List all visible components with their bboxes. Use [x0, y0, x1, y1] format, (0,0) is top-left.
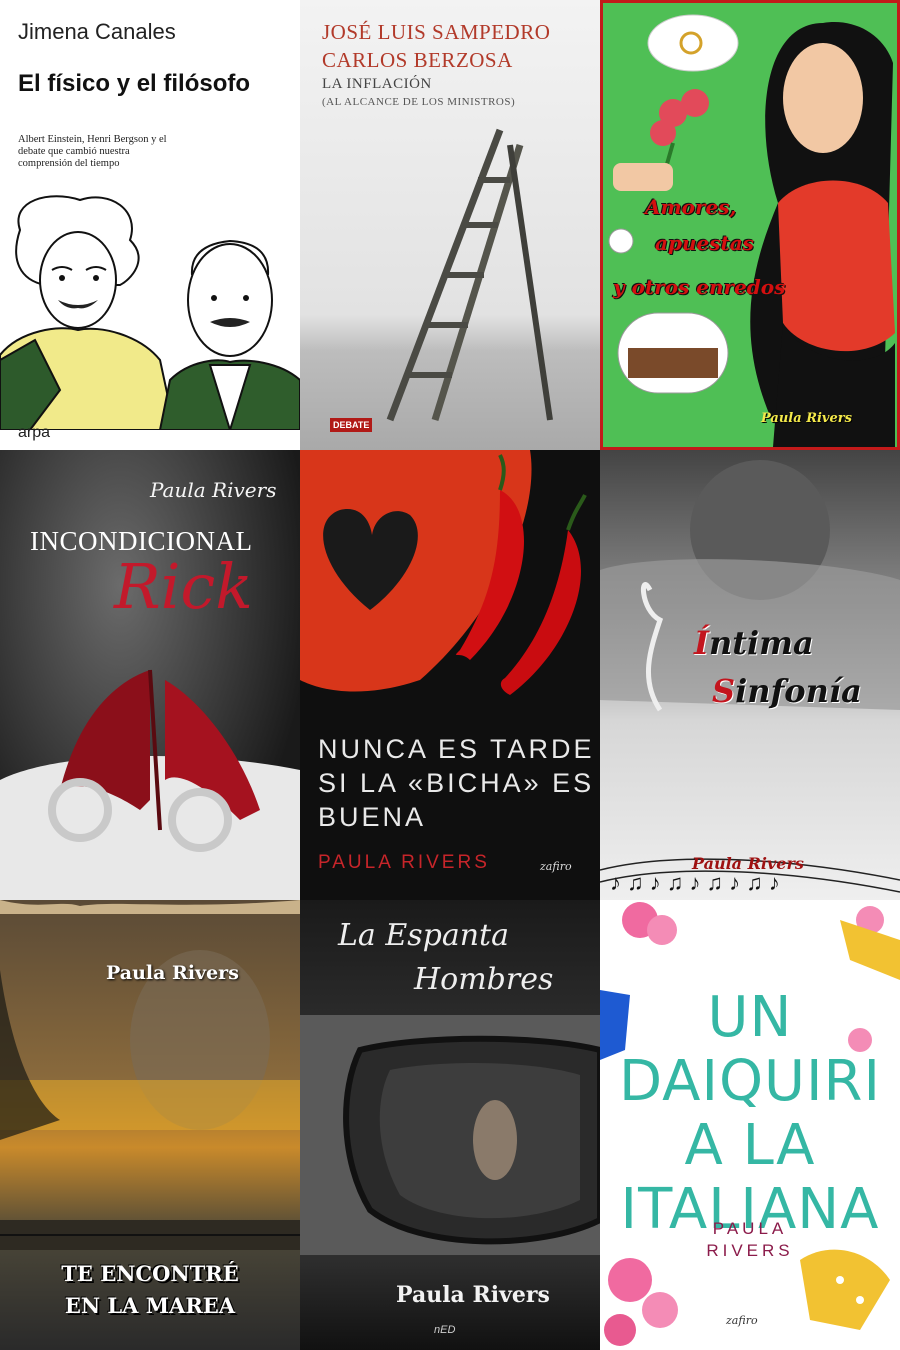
cover-title: TE ENCONTRÉ EN LA MAREA: [0, 1258, 300, 1322]
cover-intima-sinfonia[interactable]: ♪ ♫ ♪ ♫ ♪ ♫ ♪ ♫ ♪ Íntima Sinfonía Paula …: [600, 450, 900, 900]
cover-un-daiquiri-a-la-italiana[interactable]: UN DAIQUIRI A LA ITALIANA PAULA RIVERS z…: [600, 900, 900, 1350]
cover-la-inflacion[interactable]: José Luis Sampedro Carlos Berzosa La inf…: [300, 0, 600, 450]
cover-title-line: Amores,: [645, 195, 737, 219]
cover-title-line: DAIQUIRI: [619, 1049, 881, 1114]
cover-la-espanta-hombres[interactable]: La Espanta Hombres Paula Rivers nED: [300, 900, 600, 1350]
ladder-illustration: [386, 128, 553, 422]
cover-amores-apuestas[interactable]: Amores, apuestas y otros enredos Paula R…: [600, 0, 900, 450]
cover-author: Paula Rivers: [150, 478, 277, 502]
cover-title-line: TE ENCONTRÉ: [61, 1261, 239, 1286]
cover-author: Carlos Berzosa: [322, 48, 513, 72]
cover-title-line: Rick: [114, 550, 253, 623]
cartoon-girl-illustration: [608, 14, 895, 447]
cover-author-line: PAULA: [712, 1219, 788, 1238]
einstein-bergson-illustration: [0, 195, 300, 430]
cover-author: Paula Rivers: [761, 411, 852, 426]
cover-title: NUNCA ES TARDE SI LA «BICHA» ES BUENA: [318, 734, 595, 832]
woman-sunset-illustration: [0, 900, 300, 1250]
heels-handcuffs-illustration: [0, 669, 300, 900]
cover-te-encontre-en-la-marea[interactable]: Paula Rivers TE ENCONTRÉ EN LA MAREA: [0, 900, 300, 1350]
publisher-logo: nED: [434, 1324, 456, 1336]
cover-incondicional-rick[interactable]: Paula Rivers INCONDICIONAL Rick: [0, 450, 300, 900]
cover-title-line: Íntima: [694, 624, 814, 662]
cover-author: PAULA RIVERS: [318, 852, 490, 873]
cover-el-fisico-y-el-filosofo[interactable]: Jimena Canales El físico y el filósofo A…: [0, 0, 300, 450]
man-music-illustration: ♪ ♫ ♪ ♫ ♪ ♫ ♪ ♫ ♪: [600, 460, 900, 895]
cover-title-line: EN LA MAREA: [64, 1293, 236, 1318]
sunglasses-illustration: [300, 1015, 600, 1255]
cover-author: Paula Rivers: [692, 854, 804, 873]
cover-title: UN DAIQUIRI A LA ITALIANA: [600, 986, 900, 1242]
cover-author-line: RIVERS: [706, 1241, 794, 1260]
cover-author: Paula Rivers: [396, 1282, 550, 1308]
cover-author: PAULA RIVERS: [600, 1218, 900, 1262]
cover-title-line: y otros enredos: [613, 275, 786, 299]
cover-title-line: Hombres: [414, 962, 554, 997]
cover-subtitle: (al alcance de los ministros): [322, 96, 516, 108]
cover-title: La inflación: [322, 76, 432, 92]
cover-title-line: Sinfonía: [712, 672, 862, 710]
cover-author: Jimena Canales: [18, 19, 176, 44]
cover-title-line: INCONDICIONAL: [30, 526, 253, 556]
svg-text:♪ ♫ ♪ ♫ ♪ ♫ ♪ ♫ ♪: ♪ ♫ ♪ ♫ ♪ ♫ ♪ ♫ ♪: [610, 870, 780, 895]
publisher-logo: zafiro: [540, 860, 572, 873]
cover-author: Paula Rivers: [106, 962, 239, 984]
cover-title-line: A LA: [684, 1113, 816, 1178]
cover-title-line: UN: [707, 985, 793, 1050]
cover-author: José Luis Sampedro: [322, 20, 551, 44]
cover-title: El físico y el filósofo: [18, 70, 251, 97]
flowers-bikini-illustration: [600, 902, 900, 1346]
cover-title-line: ITALIANA: [620, 1177, 880, 1242]
cover-subtitle: Albert Einstein, Henri Bergson y el deba…: [18, 134, 167, 169]
cover-title-line: La Espanta: [338, 918, 509, 953]
cover-nunca-es-tarde[interactable]: NUNCA ES TARDE SI LA «BICHA» ES BUENA PA…: [300, 450, 600, 900]
publisher-logo: zafiro: [726, 1314, 758, 1327]
cover-title-line: apuestas: [655, 231, 754, 255]
cover-authors: José Luis Sampedro Carlos Berzosa: [322, 18, 592, 74]
publisher-logo: DEBATE: [330, 418, 373, 432]
publisher-logo: arpa: [18, 424, 51, 441]
heart-chili-illustration: [300, 450, 587, 695]
